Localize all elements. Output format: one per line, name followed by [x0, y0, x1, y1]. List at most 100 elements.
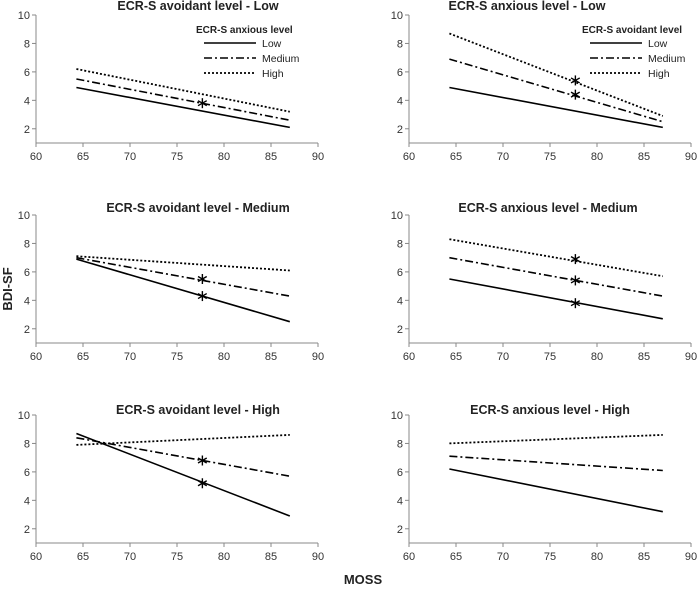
x-tick-label: 90 [312, 351, 324, 363]
series-line-high [76, 434, 290, 446]
x-tick-label: 75 [544, 351, 556, 363]
series-line-low [449, 468, 663, 513]
x-tick-label: 65 [77, 151, 89, 163]
x-tick-label: 85 [265, 551, 277, 563]
y-tick-label: 8 [397, 38, 403, 50]
y-tick-label: 2 [397, 124, 403, 136]
y-tick-label: 10 [18, 10, 30, 22]
x-tick-label: 65 [77, 351, 89, 363]
legend-label-low: Low [262, 38, 282, 50]
y-tick-label: 4 [24, 95, 30, 107]
panel-title: ECR-S avoidant level - Medium [106, 201, 289, 215]
panel-title: ECR-S anxious level - Low [449, 0, 606, 13]
y-tick-label: 4 [397, 295, 403, 307]
x-tick-label: 75 [171, 551, 183, 563]
x-tick-label: 70 [497, 351, 509, 363]
series-line-low [449, 278, 663, 320]
series-line-high [449, 434, 663, 445]
series-line-medium [76, 78, 290, 121]
panel-title: ECR-S avoidant level - Low [117, 0, 278, 13]
chart-panel-3: 2 4 6 8 10 60 65 70 75 80 85 90 ECR-S avoidant level… [18, 201, 324, 363]
legend-label-medium: Medium [648, 53, 686, 65]
x-tick-label: 90 [312, 551, 324, 563]
y-tick-label: 10 [18, 210, 30, 222]
x-tick-label: 60 [30, 351, 42, 363]
y-tick-label: 6 [397, 267, 403, 279]
significance-marker [570, 275, 581, 286]
x-tick-label: 90 [312, 151, 324, 163]
x-tick-label: 85 [638, 351, 650, 363]
x-tick-label: 60 [403, 351, 415, 363]
x-tick-label: 85 [638, 551, 650, 563]
x-tick-label: 70 [124, 551, 136, 563]
x-tick-label: 80 [591, 151, 603, 163]
y-tick-label: 8 [24, 438, 30, 450]
series-line-low [449, 86, 663, 129]
series-line-low [76, 258, 291, 323]
x-tick-label: 65 [450, 351, 462, 363]
significance-marker [570, 75, 581, 86]
x-tick-label: 75 [544, 551, 556, 563]
panel-title: ECR-S avoidant level - High [116, 403, 280, 417]
x-tick-label: 90 [685, 151, 697, 163]
y-tick-label: 6 [24, 467, 30, 479]
x-tick-label: 80 [591, 351, 603, 363]
y-tick-label: 4 [24, 495, 30, 507]
panel-title: ECR-S anxious level - Medium [458, 201, 637, 215]
chart-panel-1: 2 4 6 8 10 60 65 70 75 80 85 90 ECR-S avoidant level… [18, 0, 324, 163]
y-tick-label: 2 [24, 124, 30, 136]
y-tick-label: 10 [391, 210, 403, 222]
chart-panel-5: 2 4 6 8 10 60 65 70 75 80 85 90 ECR-S avoidant level… [18, 403, 324, 563]
y-tick-label: 2 [397, 524, 403, 536]
y-tick-label: 10 [391, 410, 403, 422]
y-tick-label: 8 [397, 438, 403, 450]
significance-marker [197, 274, 208, 284]
legend-title: ECR-S anxious level [196, 25, 293, 36]
x-tick-label: 70 [124, 151, 136, 163]
significance-marker [197, 98, 208, 109]
y-tick-label: 8 [24, 38, 30, 50]
series-line-high [449, 238, 663, 278]
y-axis-label: BDI-SF [0, 267, 15, 310]
legend-label-high: High [262, 68, 284, 80]
x-tick-label: 90 [685, 351, 697, 363]
series-line-medium [76, 256, 290, 297]
y-tick-label: 2 [24, 524, 30, 536]
significance-marker [570, 254, 581, 265]
x-tick-label: 65 [450, 151, 462, 163]
significance-marker [570, 89, 581, 100]
chart-panel-6: 2 4 6 8 10 60 65 70 75 80 85 90 ECR-S anxious level … [391, 403, 697, 563]
x-tick-label: 75 [171, 151, 183, 163]
y-tick-label: 4 [397, 495, 403, 507]
x-tick-label: 80 [218, 351, 230, 363]
x-tick-label: 75 [171, 351, 183, 363]
series-line-high [76, 68, 290, 113]
series-line-low [76, 86, 290, 129]
x-axis-label: MOSS [344, 572, 383, 587]
series-line-medium [449, 58, 664, 123]
y-tick-label: 8 [397, 238, 403, 250]
x-tick-label: 85 [638, 151, 650, 163]
chart-panel-4: 2 4 6 8 10 60 65 70 75 80 85 90 ECR-S anxious level … [391, 201, 697, 363]
legend-title: ECR-S avoidant level [582, 25, 682, 36]
y-tick-label: 2 [24, 324, 30, 336]
y-tick-label: 10 [391, 10, 403, 22]
series-line-high [449, 32, 664, 117]
significance-marker [570, 298, 581, 309]
x-tick-label: 70 [497, 151, 509, 163]
legend-label-high: High [648, 68, 670, 80]
x-tick-label: 85 [265, 351, 277, 363]
panel-title: ECR-S anxious level - High [470, 403, 630, 417]
x-tick-label: 60 [30, 151, 42, 163]
x-tick-label: 70 [497, 551, 509, 563]
series-line-medium [449, 256, 663, 297]
y-tick-label: 2 [397, 324, 403, 336]
y-tick-label: 6 [24, 267, 30, 279]
x-tick-label: 60 [403, 551, 415, 563]
significance-marker [197, 291, 208, 302]
x-tick-label: 80 [218, 151, 230, 163]
y-tick-label: 4 [397, 95, 403, 107]
series-line-medium [449, 455, 663, 472]
legend: ECR-S anxious level Low Medium High [196, 25, 300, 80]
